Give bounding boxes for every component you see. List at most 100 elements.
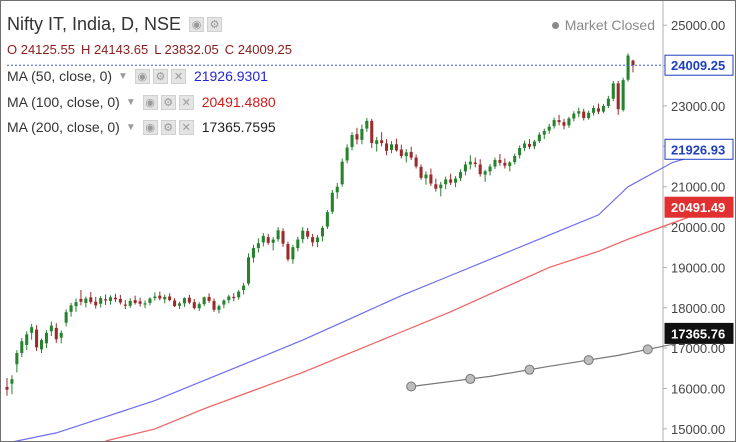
candle-body: [271, 239, 275, 243]
candle-body: [266, 237, 270, 243]
candle-body: [44, 332, 48, 344]
candle-body: [330, 192, 334, 212]
candle-body: [177, 303, 182, 306]
candle-body: [404, 152, 408, 157]
candle-body: [409, 151, 413, 158]
candle-body: [242, 285, 246, 291]
candle-body: [49, 325, 53, 332]
candle-body: [128, 300, 132, 306]
candle-body: [320, 227, 324, 237]
candle-body: [133, 300, 137, 303]
eye-icon[interactable]: ◉: [189, 17, 205, 32]
ma200-marker: [642, 344, 653, 355]
candle-body: [523, 143, 527, 148]
candle-body: [94, 301, 98, 306]
indicator-value: 17365.7595: [201, 119, 276, 135]
candle-body: [454, 178, 458, 183]
symbol-title: Nifty IT, India, D, NSE: [7, 14, 182, 34]
y-tick-label: 19000.00: [671, 260, 725, 275]
candle-body: [572, 113, 576, 119]
candle-body: [261, 235, 265, 243]
candle-body: [532, 141, 536, 147]
settings-icon[interactable]: ⚙: [160, 94, 176, 110]
indicator-label: MA (200, close, 0): [7, 119, 120, 135]
eye-icon[interactable]: ◉: [142, 119, 158, 135]
candle-body: [148, 298, 152, 303]
candle-body: [39, 340, 44, 350]
y-tick-label: 17000.00: [671, 341, 725, 356]
candle-body: [59, 332, 63, 338]
candle-body: [217, 306, 221, 310]
candle-body: [385, 143, 389, 151]
close-icon[interactable]: ✕: [170, 68, 186, 84]
candle-body: [458, 172, 463, 179]
candle-body: [335, 186, 339, 193]
candle-body: [365, 120, 369, 129]
y-tick-label: 15000.00: [671, 422, 725, 437]
candle-body: [311, 237, 315, 243]
close-icon[interactable]: ✕: [178, 94, 194, 110]
candle-body: [173, 300, 177, 307]
candle-body: [251, 248, 255, 258]
candle-body: [168, 296, 172, 301]
status-dot-icon: [551, 22, 559, 29]
candle-body: [439, 184, 443, 189]
y-tick-label: 18000.00: [671, 301, 725, 316]
candle-body: [498, 160, 502, 163]
eye-icon[interactable]: ◉: [134, 68, 150, 84]
symbol-title-row: Nifty IT, India, D, NSE ◉ ⚙: [7, 14, 223, 35]
candle-body: [518, 147, 522, 156]
ma200-marker: [406, 381, 417, 392]
ma200-marker: [524, 364, 535, 375]
candle-body: [246, 257, 251, 284]
close-icon[interactable]: ✕: [178, 119, 194, 135]
candle-body: [419, 166, 423, 178]
price-tag-label: 21926.93: [671, 142, 725, 157]
candle-body: [414, 157, 418, 167]
price-tag-label: 20491.49: [671, 200, 725, 215]
candle-body: [182, 298, 186, 304]
candle-body: [15, 353, 19, 365]
chevron-down-icon[interactable]: ▼: [125, 121, 136, 133]
candle-body: [463, 164, 467, 172]
candle-body: [197, 304, 201, 309]
y-tick-label: 23000.00: [671, 99, 725, 114]
candle-body: [187, 297, 191, 303]
candle-body: [537, 134, 541, 142]
candle-body: [370, 120, 374, 144]
indicator-label: MA (100, close, 0): [7, 94, 120, 110]
market-status-label: Market Closed: [564, 17, 655, 33]
chevron-down-icon[interactable]: ▼: [118, 70, 128, 82]
candle-body: [316, 237, 320, 242]
settings-icon[interactable]: ⚙: [152, 68, 168, 84]
candle-body: [483, 171, 487, 175]
chevron-down-icon[interactable]: ▼: [125, 96, 136, 108]
settings-icon[interactable]: ⚙: [207, 17, 223, 32]
candle-body: [153, 296, 157, 299]
eye-icon[interactable]: ◉: [142, 94, 158, 110]
candle-body: [281, 231, 285, 244]
ma200-marker: [583, 355, 594, 366]
candle-body: [503, 162, 507, 166]
candle-body: [621, 80, 625, 110]
candle-body: [493, 160, 497, 167]
candle-body: [89, 297, 93, 303]
candle-body: [212, 300, 216, 310]
candle-body: [163, 296, 167, 300]
candle-body: [69, 305, 73, 312]
price-tag-ma200: [664, 322, 734, 344]
indicator-ma100: MA (100, close, 0) ▼ ◉ ⚙ ✕ 20491.4880: [7, 94, 276, 110]
candle-body: [508, 162, 512, 167]
candle-body: [5, 386, 9, 390]
candle-body: [429, 174, 433, 184]
candle-body: [547, 126, 551, 131]
indicator-ma50: MA (50, close, 0) ▼ ◉ ⚙ ✕ 21926.9301: [7, 68, 268, 84]
candle-body: [306, 231, 310, 237]
candle-body: [301, 230, 305, 240]
indicator-ma200: MA (200, close, 0) ▼ ◉ ⚙ ✕ 17365.7595: [7, 119, 276, 135]
settings-icon[interactable]: ⚙: [160, 119, 176, 135]
candle-body: [399, 149, 403, 157]
candle-body: [30, 327, 34, 333]
